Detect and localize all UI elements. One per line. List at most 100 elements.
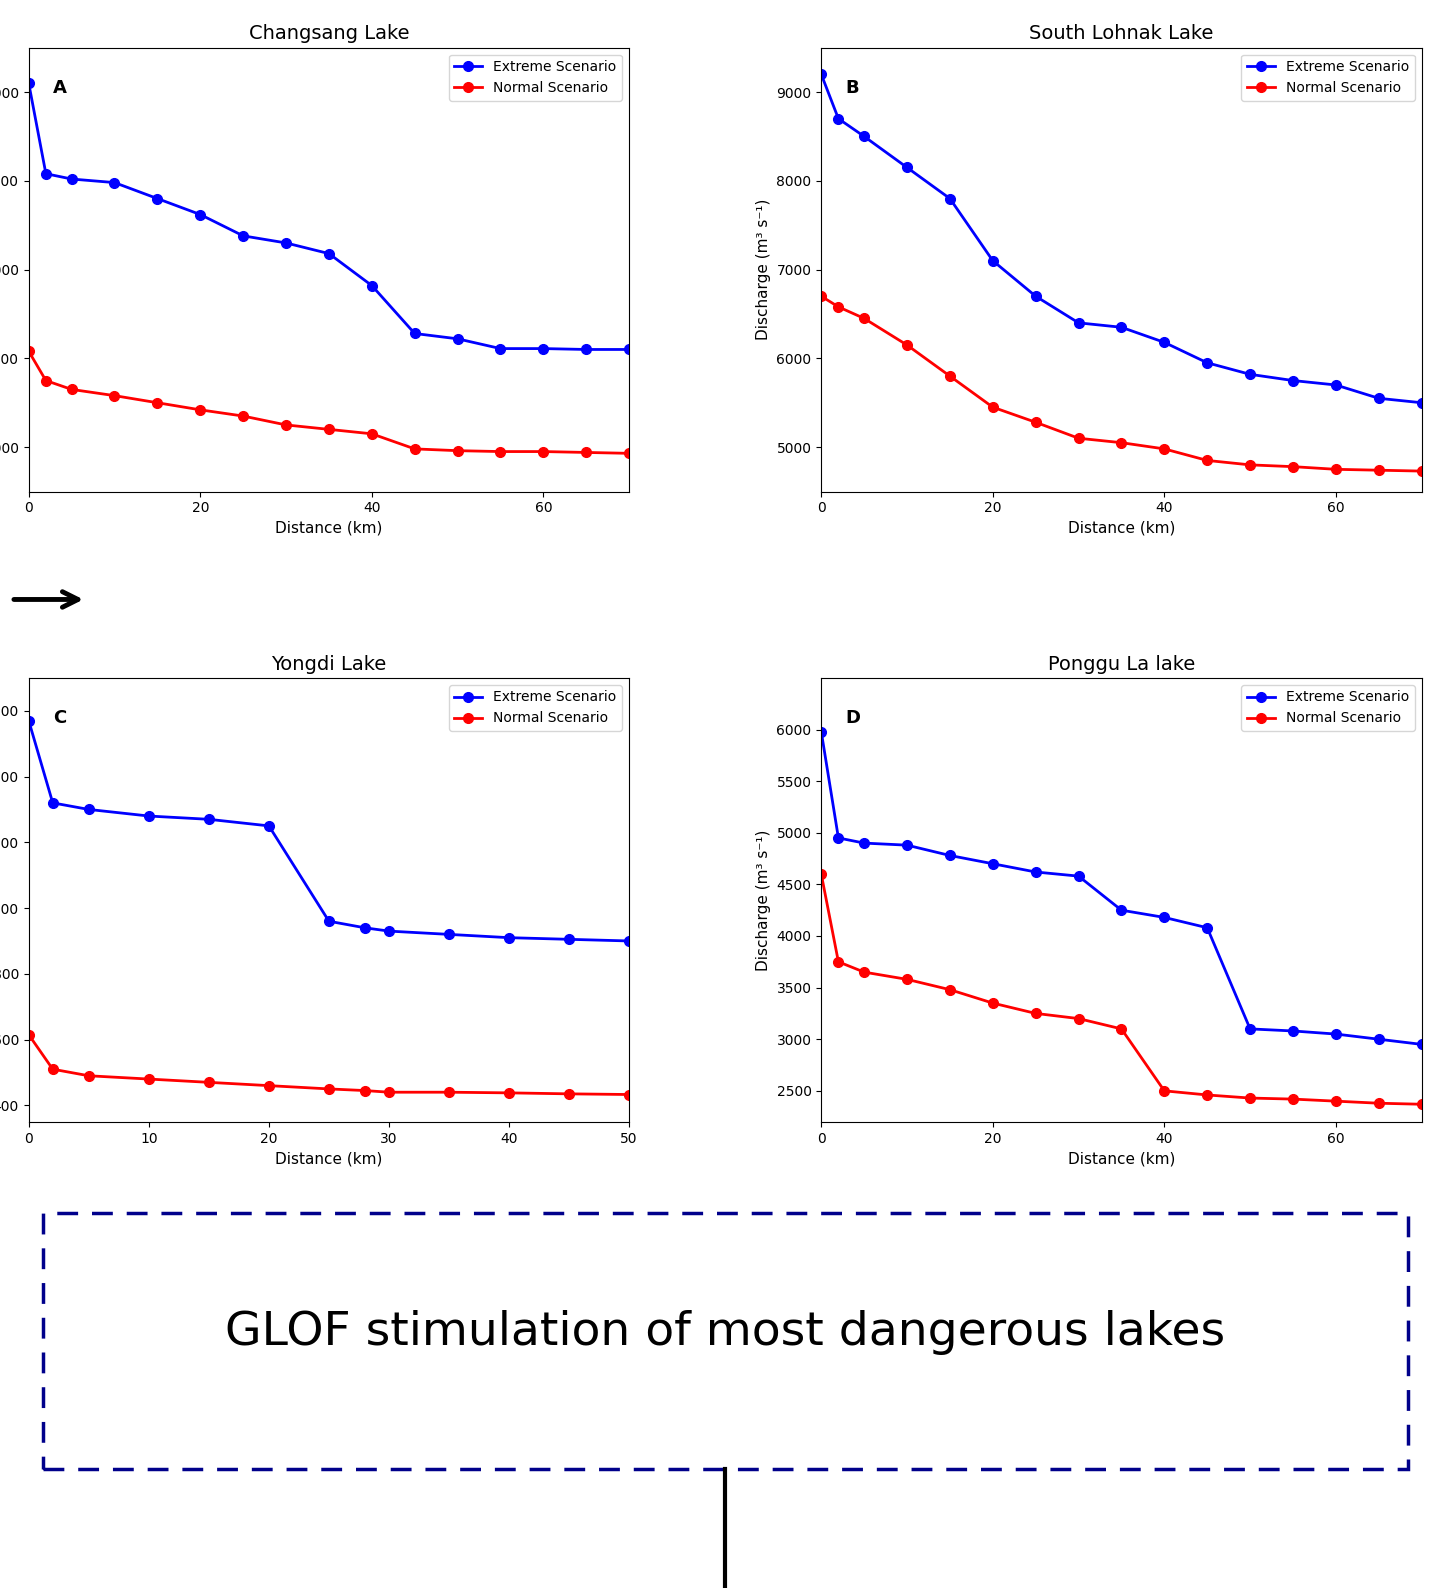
Normal Scenario	[20, 1026, 37, 1045]
Normal Scenario	[20, 341, 37, 360]
Extreme Scenario	[813, 723, 830, 742]
Text: C: C	[53, 708, 66, 727]
Extreme Scenario	[1070, 313, 1087, 332]
Normal Scenario	[899, 970, 916, 989]
Extreme Scenario	[1199, 918, 1216, 937]
Line: Extreme Scenario: Extreme Scenario	[24, 78, 633, 354]
Text: GLOF stimulation of most dangerous lakes: GLOF stimulation of most dangerous lakes	[225, 1310, 1225, 1355]
Normal Scenario	[560, 1085, 577, 1104]
Extreme Scenario	[577, 340, 595, 359]
Extreme Scenario	[1327, 375, 1344, 394]
Extreme Scenario	[234, 227, 251, 246]
Normal Scenario	[1156, 1081, 1173, 1100]
Normal Scenario	[1370, 461, 1387, 480]
Normal Scenario	[1327, 1091, 1344, 1110]
Extreme Scenario	[560, 931, 577, 950]
Extreme Scenario	[381, 921, 398, 940]
Normal Scenario	[260, 1077, 277, 1096]
Extreme Scenario	[200, 810, 217, 829]
Normal Scenario	[941, 980, 958, 999]
Normal Scenario	[63, 380, 80, 399]
Normal Scenario	[899, 335, 916, 354]
Extreme Scenario	[149, 189, 167, 208]
Normal Scenario	[856, 310, 873, 329]
Extreme Scenario	[1070, 867, 1087, 886]
Extreme Scenario	[1113, 900, 1130, 919]
Line: Normal Scenario: Normal Scenario	[24, 1029, 633, 1099]
Title: Changsang Lake: Changsang Lake	[248, 24, 409, 43]
Y-axis label: Discharge (m³ s⁻¹): Discharge (m³ s⁻¹)	[755, 198, 771, 340]
Normal Scenario	[534, 441, 551, 461]
Extreme Scenario	[856, 127, 873, 146]
Normal Scenario	[1027, 1004, 1044, 1023]
Extreme Scenario	[899, 835, 916, 854]
Extreme Scenario	[813, 65, 830, 84]
Text: A: A	[53, 79, 66, 97]
Normal Scenario	[1199, 451, 1216, 470]
X-axis label: Distance (km): Distance (km)	[1068, 1151, 1175, 1166]
FancyBboxPatch shape	[43, 1213, 1407, 1469]
Normal Scenario	[500, 1083, 517, 1102]
Extreme Scenario	[80, 800, 98, 819]
Extreme Scenario	[356, 918, 373, 937]
Normal Scenario	[149, 394, 167, 413]
Extreme Scenario	[620, 340, 638, 359]
Normal Scenario	[620, 1085, 638, 1104]
Normal Scenario	[493, 441, 510, 461]
Normal Scenario	[856, 962, 873, 981]
Extreme Scenario	[1242, 365, 1259, 384]
Line: Normal Scenario: Normal Scenario	[24, 346, 633, 459]
Line: Extreme Scenario: Extreme Scenario	[817, 70, 1426, 408]
Normal Scenario	[1113, 1019, 1130, 1039]
Normal Scenario	[620, 443, 638, 462]
Normal Scenario	[1413, 1094, 1430, 1113]
Normal Scenario	[441, 1083, 458, 1102]
X-axis label: Distance (km): Distance (km)	[1068, 521, 1175, 535]
Normal Scenario	[234, 407, 251, 426]
Normal Scenario	[80, 1066, 98, 1085]
Extreme Scenario	[45, 794, 62, 813]
Extreme Scenario	[500, 927, 517, 946]
Extreme Scenario	[1284, 372, 1301, 391]
Normal Scenario	[106, 386, 123, 405]
Extreme Scenario	[1413, 394, 1430, 413]
Line: Extreme Scenario: Extreme Scenario	[817, 727, 1426, 1050]
Extreme Scenario	[1156, 908, 1173, 927]
Normal Scenario	[363, 424, 381, 443]
Extreme Scenario	[406, 324, 424, 343]
Text: B: B	[846, 79, 859, 97]
Extreme Scenario	[106, 173, 123, 192]
Normal Scenario	[320, 419, 337, 438]
Normal Scenario	[1070, 429, 1087, 448]
Extreme Scenario	[1327, 1024, 1344, 1043]
Normal Scenario	[1284, 457, 1301, 476]
Normal Scenario	[141, 1070, 158, 1089]
Extreme Scenario	[984, 854, 1001, 873]
Normal Scenario	[1327, 461, 1344, 480]
Legend: Extreme Scenario, Normal Scenario: Extreme Scenario, Normal Scenario	[1242, 684, 1414, 730]
Extreme Scenario	[1156, 333, 1173, 353]
Normal Scenario	[813, 864, 830, 883]
Extreme Scenario	[449, 329, 467, 348]
Legend: Extreme Scenario, Normal Scenario: Extreme Scenario, Normal Scenario	[449, 684, 622, 730]
Normal Scenario	[277, 416, 294, 435]
Normal Scenario	[37, 372, 55, 391]
Legend: Extreme Scenario, Normal Scenario: Extreme Scenario, Normal Scenario	[449, 54, 622, 100]
Extreme Scenario	[260, 816, 277, 835]
Extreme Scenario	[37, 164, 55, 183]
Extreme Scenario	[830, 829, 847, 848]
Extreme Scenario	[941, 189, 958, 208]
Extreme Scenario	[191, 205, 208, 224]
X-axis label: Distance (km): Distance (km)	[276, 521, 382, 535]
Normal Scenario	[1070, 1008, 1087, 1027]
Extreme Scenario	[277, 233, 294, 252]
Extreme Scenario	[1284, 1021, 1301, 1040]
Normal Scenario	[1156, 440, 1173, 459]
Line: Normal Scenario: Normal Scenario	[817, 869, 1426, 1108]
Normal Scenario	[320, 1080, 337, 1099]
Legend: Extreme Scenario, Normal Scenario: Extreme Scenario, Normal Scenario	[1242, 54, 1414, 100]
Normal Scenario	[406, 440, 424, 459]
Normal Scenario	[1242, 456, 1259, 475]
Normal Scenario	[1242, 1088, 1259, 1107]
Normal Scenario	[984, 397, 1001, 416]
